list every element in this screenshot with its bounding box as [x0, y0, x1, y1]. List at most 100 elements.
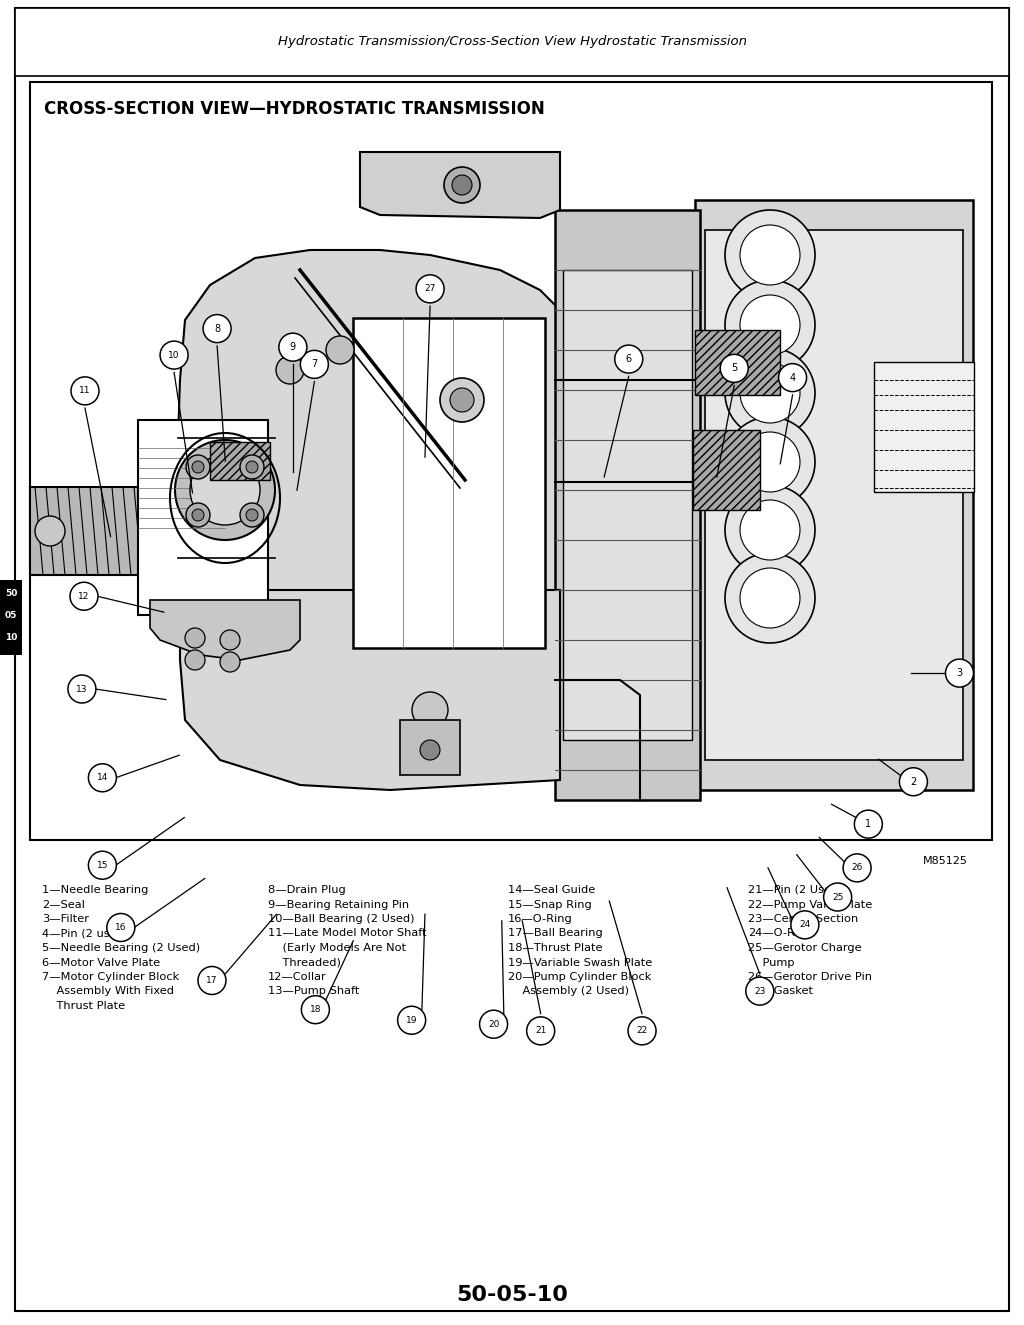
Text: 13: 13: [76, 685, 88, 693]
Text: 7: 7: [311, 359, 317, 370]
Circle shape: [479, 1010, 508, 1039]
Circle shape: [185, 651, 205, 670]
Text: 22—Pump Valve Plate: 22—Pump Valve Plate: [748, 900, 872, 909]
Polygon shape: [695, 330, 780, 395]
Text: 24: 24: [800, 921, 810, 929]
Text: 8—Drain Plug: 8—Drain Plug: [268, 885, 346, 894]
Text: 22: 22: [637, 1027, 647, 1035]
Text: 16: 16: [115, 924, 127, 931]
Circle shape: [440, 378, 484, 421]
Circle shape: [279, 333, 307, 362]
Text: (Early Models Are Not: (Early Models Are Not: [268, 943, 407, 953]
Circle shape: [725, 348, 815, 439]
Circle shape: [450, 388, 474, 412]
Circle shape: [725, 280, 815, 370]
Text: 21—Pin (2 Used): 21—Pin (2 Used): [748, 885, 843, 894]
Text: 26: 26: [851, 864, 863, 872]
Circle shape: [740, 432, 800, 492]
Circle shape: [246, 461, 258, 473]
Text: 1—Needle Bearing: 1—Needle Bearing: [42, 885, 148, 894]
Text: Thrust Plate: Thrust Plate: [42, 1000, 125, 1011]
Circle shape: [720, 354, 749, 383]
Text: 05: 05: [5, 612, 17, 620]
Polygon shape: [175, 250, 580, 761]
Circle shape: [70, 582, 98, 611]
Circle shape: [725, 553, 815, 643]
Circle shape: [416, 274, 444, 303]
Text: 14—Seal Guide: 14—Seal Guide: [508, 885, 595, 894]
Circle shape: [246, 509, 258, 521]
Text: 50: 50: [5, 590, 17, 599]
Circle shape: [725, 417, 815, 507]
Circle shape: [175, 440, 275, 541]
Circle shape: [35, 515, 65, 546]
Circle shape: [526, 1016, 555, 1045]
Text: M85125: M85125: [923, 856, 968, 867]
Text: 18: 18: [309, 1006, 322, 1014]
Circle shape: [186, 454, 210, 480]
Circle shape: [203, 314, 231, 343]
Circle shape: [740, 225, 800, 285]
Circle shape: [778, 363, 807, 392]
Circle shape: [843, 853, 871, 882]
Text: 7—Motor Cylinder Block: 7—Motor Cylinder Block: [42, 973, 179, 982]
Circle shape: [412, 692, 449, 727]
Text: Threaded): Threaded): [268, 958, 341, 967]
Text: 24—O-Ring: 24—O-Ring: [748, 929, 813, 938]
Circle shape: [240, 454, 264, 480]
Bar: [705, 231, 963, 761]
Text: 3—Filter: 3—Filter: [42, 914, 89, 924]
Text: 23: 23: [754, 987, 766, 995]
Bar: [400, 719, 460, 775]
Text: 2: 2: [910, 776, 916, 787]
Circle shape: [71, 376, 99, 405]
Circle shape: [410, 730, 450, 770]
Text: 18—Thrust Plate: 18—Thrust Plate: [508, 943, 602, 953]
Text: 26—Gerotor Drive Pin: 26—Gerotor Drive Pin: [748, 973, 872, 982]
Text: 13—Pump Shaft: 13—Pump Shaft: [268, 987, 359, 996]
Text: 4: 4: [790, 372, 796, 383]
Text: 19—Variable Swash Plate: 19—Variable Swash Plate: [508, 958, 652, 967]
Circle shape: [186, 504, 210, 527]
Bar: [563, 270, 692, 739]
Circle shape: [945, 659, 974, 688]
Circle shape: [240, 504, 264, 527]
Bar: [0, 580, 22, 655]
Bar: [555, 209, 700, 800]
Text: 19: 19: [406, 1016, 418, 1024]
Text: 5: 5: [731, 363, 737, 374]
Polygon shape: [693, 431, 760, 510]
Text: 10: 10: [168, 351, 180, 359]
Text: 5—Needle Bearing (2 Used): 5—Needle Bearing (2 Used): [42, 943, 200, 953]
Circle shape: [420, 739, 440, 761]
Text: 17: 17: [206, 977, 218, 984]
Text: 25: 25: [831, 893, 844, 901]
Bar: [353, 318, 545, 648]
Circle shape: [740, 568, 800, 628]
Circle shape: [725, 485, 815, 575]
Circle shape: [160, 341, 188, 370]
Text: 14: 14: [96, 774, 109, 782]
Text: 16—O-Ring: 16—O-Ring: [508, 914, 572, 924]
Text: 3: 3: [956, 668, 963, 678]
Circle shape: [88, 851, 117, 880]
Text: 8: 8: [214, 323, 220, 334]
Circle shape: [452, 175, 472, 195]
Circle shape: [854, 810, 883, 839]
Circle shape: [193, 509, 204, 521]
Text: 12: 12: [78, 592, 90, 600]
Text: 17—Ball Bearing: 17—Ball Bearing: [508, 929, 603, 938]
Polygon shape: [180, 590, 560, 790]
Text: 20: 20: [487, 1020, 500, 1028]
Text: 15: 15: [96, 861, 109, 869]
Text: Assembly (2 Used): Assembly (2 Used): [508, 987, 629, 996]
Bar: [30, 82, 992, 840]
Circle shape: [740, 500, 800, 560]
Circle shape: [791, 910, 819, 939]
Text: Pump: Pump: [748, 958, 795, 967]
Polygon shape: [210, 443, 270, 480]
Text: 20—Pump Cylinder Block: 20—Pump Cylinder Block: [508, 973, 651, 982]
Circle shape: [823, 882, 852, 912]
Circle shape: [193, 461, 204, 473]
Text: 50-05-10: 50-05-10: [456, 1285, 568, 1305]
